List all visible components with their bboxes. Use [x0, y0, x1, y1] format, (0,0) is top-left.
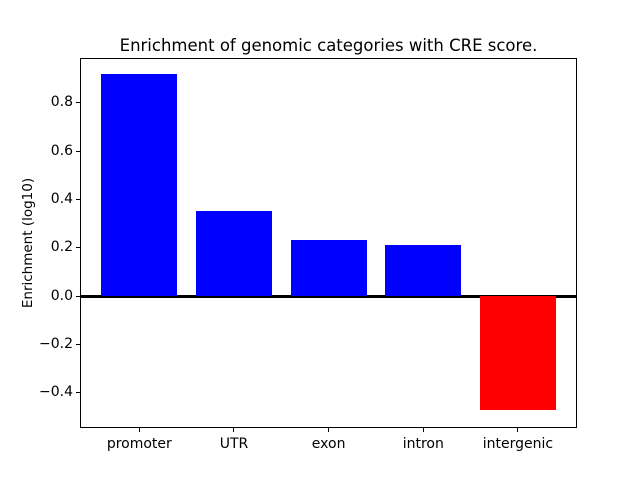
- y-tick-mark: [76, 392, 80, 394]
- x-tick-mark-promoter: [138, 428, 140, 432]
- zero-line: [81, 294, 576, 298]
- y-axis-label: Enrichment (log10): [20, 177, 36, 309]
- y-tick-mark: [76, 150, 80, 152]
- y-tick-mark: [76, 343, 80, 345]
- x-tick-mark-intron: [422, 428, 424, 432]
- y-tick-mark: [76, 247, 80, 249]
- bar-intergenic: [480, 296, 556, 410]
- y-tick-mark: [76, 102, 80, 104]
- plot-area: [80, 58, 577, 428]
- y-tick-label: 0.6: [50, 142, 73, 159]
- y-tick-label: 0.2: [50, 239, 73, 256]
- bar-intron: [385, 245, 462, 297]
- x-tick-label-intron: intron: [402, 436, 444, 452]
- x-tick-label-exon: exon: [311, 436, 346, 452]
- y-tick-label: 0.4: [50, 190, 73, 207]
- x-tick-label-UTR: UTR: [219, 436, 249, 452]
- y-tick-label: −0.4: [39, 384, 73, 401]
- bar-promoter: [101, 73, 178, 297]
- y-tick-mark: [76, 295, 80, 297]
- x-tick-label-intergenic: intergenic: [482, 436, 554, 452]
- x-tick-label-promoter: promoter: [106, 436, 172, 452]
- bar-UTR: [196, 211, 272, 297]
- x-tick-mark-exon: [328, 428, 330, 432]
- y-tick-label: 0.0: [50, 287, 73, 304]
- bar-exon: [290, 240, 367, 297]
- y-tick-mark: [76, 198, 80, 200]
- chart-title: Enrichment of genomic categories with CR…: [119, 36, 538, 55]
- y-tick-label: −0.2: [39, 335, 73, 352]
- x-tick-mark-intergenic: [517, 428, 519, 432]
- y-tick-label: 0.8: [50, 94, 73, 111]
- x-tick-mark-UTR: [233, 428, 235, 432]
